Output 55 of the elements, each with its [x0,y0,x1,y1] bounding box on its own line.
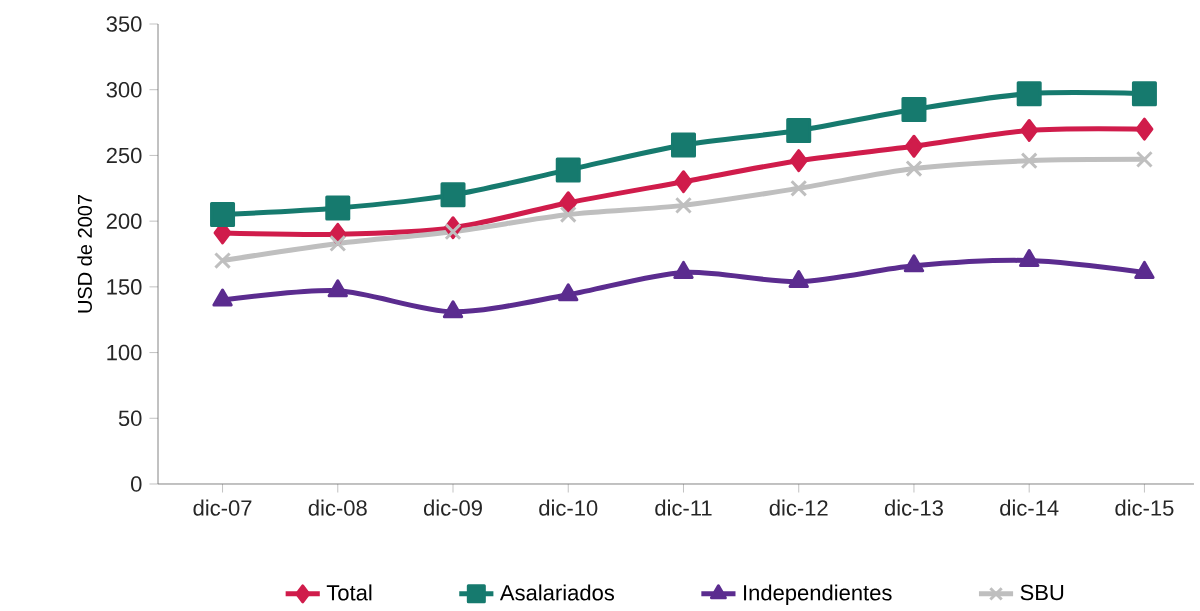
y-axis-title: USD de 2007 [77,194,92,313]
y-tick-label: 100 [107,344,142,361]
point [788,269,809,288]
y-tick-label: 50 [118,410,142,426]
point [670,132,696,158]
y-tick-label: 300 [106,81,142,98]
point [329,234,347,252]
point [901,96,927,122]
y-tick-label: 350 [106,16,142,32]
legend-label: Asalariados [499,584,615,601]
point [903,254,925,273]
point [559,205,577,223]
point [327,279,348,298]
x-tick-label: dic-11 [655,499,712,516]
point [1131,81,1157,107]
point [786,117,812,143]
legend-label: Total [326,584,372,601]
point [789,149,808,173]
x-tick-label: dic-08 [308,499,367,516]
y-tick-label: 250 [106,147,142,164]
point [325,195,351,221]
point [1020,118,1039,142]
point [444,222,462,241]
point [674,170,693,194]
point [905,159,923,177]
point [1135,150,1153,168]
x-tick-label: dic-09 [423,499,482,516]
point [440,182,466,208]
x-tick-label: dic-13 [884,499,943,516]
point [559,191,578,215]
point [904,134,923,158]
point [673,260,694,279]
y-tick-label: 200 [106,213,142,229]
point [1134,260,1155,279]
point [210,201,236,227]
x-tick-label: dic-14 [1000,499,1059,516]
point [1135,117,1154,141]
point [1020,151,1038,170]
point [674,196,693,214]
point [213,251,232,269]
point [442,300,464,319]
x-tick-label: dic-15 [1115,499,1174,516]
x-tick-label: dic-07 [193,499,252,516]
x-tick-label: dic-10 [539,499,598,516]
y-tick-label: 150 [107,278,142,295]
x-tick-label: dic-12 [769,499,828,516]
y-tick-label: 0 [131,476,142,492]
point [1016,81,1042,107]
point [212,288,233,307]
point [555,157,581,183]
point [1019,248,1040,267]
legend-label: SBU [1020,584,1064,601]
point [790,179,808,197]
legend-label: Independientes [744,584,892,605]
point [558,283,579,302]
